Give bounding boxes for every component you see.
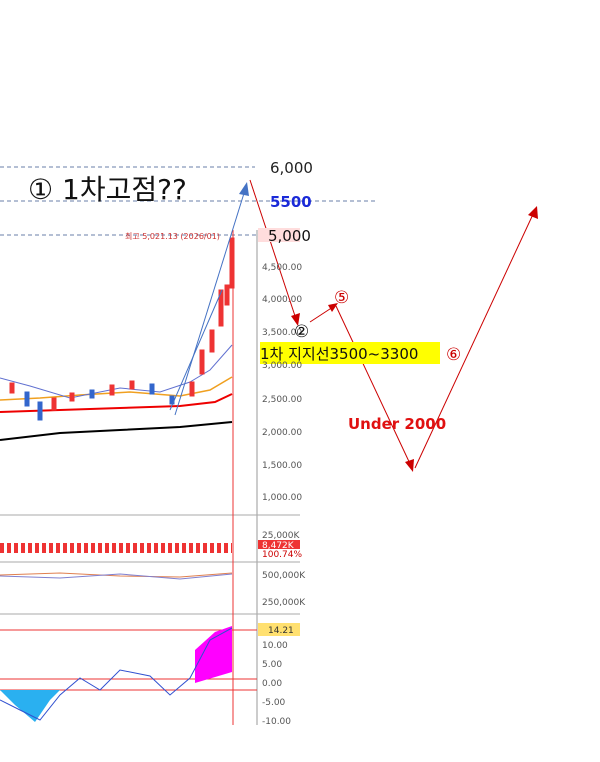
tick-label: -10.00: [262, 717, 291, 727]
level-label: 6,000: [270, 159, 313, 177]
price-axis: 4,500.00 4,000.00 3,500.00 3,000.00 2,50…: [262, 263, 306, 727]
tick-label: 5.00: [262, 660, 282, 670]
step-marker: ⑥: [446, 345, 461, 365]
tick-label: 3,000.00: [262, 361, 302, 371]
tick-label: 500,000K: [262, 571, 306, 581]
tick-label: 2,500.00: [262, 395, 302, 405]
high-note: 최고 5,021.13 (2026/01): [125, 231, 220, 241]
tick-label: 1,000.00: [262, 493, 302, 503]
tick-label: 4,500.00: [262, 263, 302, 273]
tick-label: 3,500.00: [262, 328, 302, 338]
tick-label: 8,472K: [262, 541, 295, 551]
level-label: 5500: [270, 193, 312, 211]
tick-label: 10.00: [262, 641, 288, 651]
tick-label: 100.74%: [262, 550, 302, 560]
tick-label: 2,000.00: [262, 428, 302, 438]
tick-label: 14.21: [268, 626, 294, 636]
level-label: 5,000: [268, 227, 311, 245]
tick-label: 4,000.00: [262, 295, 302, 305]
step-marker: ②: [294, 322, 309, 342]
tick-label: 0.00: [262, 679, 282, 689]
tick-label: 1,500.00: [262, 461, 302, 471]
chart-layout: [0, 166, 538, 725]
annotation-title: ① 1차고점??: [28, 173, 187, 206]
tick-label: 25,000K: [262, 531, 300, 541]
target-label: Under 2000: [348, 415, 446, 433]
step-marker: ⑤: [334, 288, 349, 308]
support-label: 1차 지지선3500~3300: [260, 345, 418, 363]
tick-label: 250,000K: [262, 598, 306, 608]
tick-label: -5.00: [262, 698, 286, 708]
